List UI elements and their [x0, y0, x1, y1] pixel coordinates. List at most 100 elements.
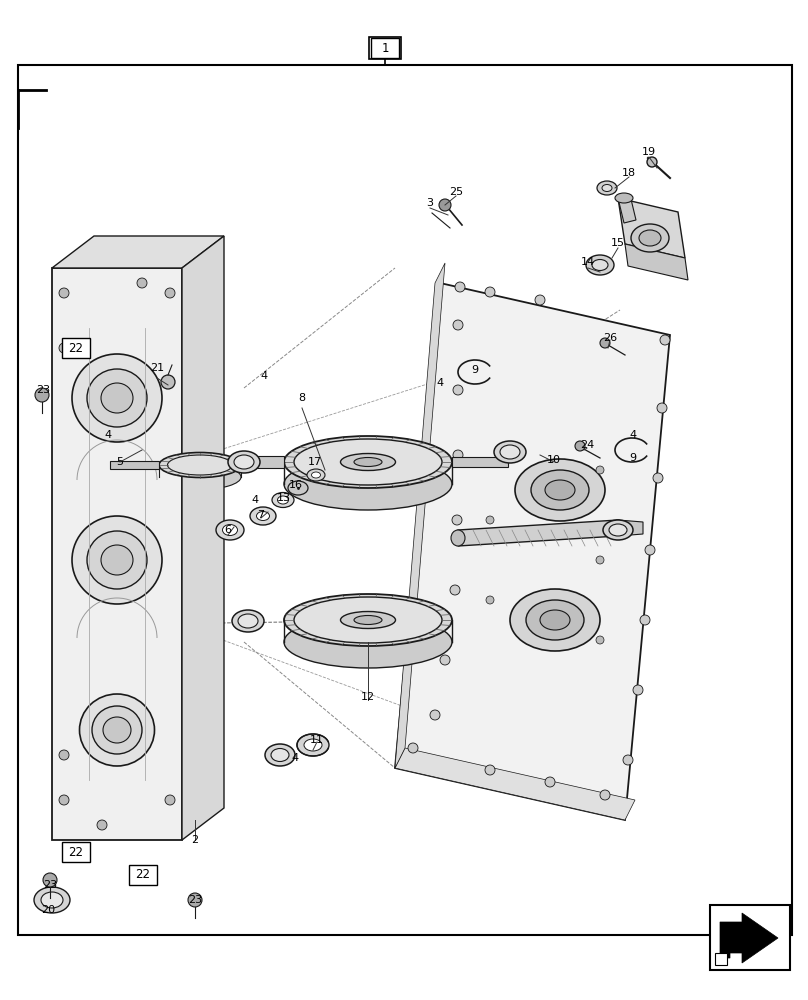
Text: 13: 13	[277, 493, 291, 503]
Circle shape	[645, 545, 655, 555]
Text: 24: 24	[580, 440, 594, 450]
Ellipse shape	[103, 717, 131, 743]
Bar	[369, 37, 401, 59]
Ellipse shape	[526, 600, 584, 640]
Ellipse shape	[307, 469, 325, 481]
Ellipse shape	[304, 739, 322, 751]
Text: 1: 1	[381, 41, 389, 54]
Text: 9: 9	[629, 453, 637, 463]
Ellipse shape	[340, 454, 395, 471]
Ellipse shape	[510, 589, 600, 651]
Ellipse shape	[288, 481, 308, 495]
Ellipse shape	[271, 748, 289, 762]
Circle shape	[35, 388, 49, 402]
Circle shape	[535, 295, 545, 305]
Ellipse shape	[294, 597, 442, 643]
Circle shape	[633, 685, 643, 695]
Ellipse shape	[79, 694, 154, 766]
Circle shape	[59, 343, 69, 353]
Circle shape	[660, 335, 670, 345]
Ellipse shape	[609, 524, 627, 536]
Circle shape	[455, 282, 465, 292]
Text: 20: 20	[41, 905, 55, 915]
Text: 17: 17	[308, 457, 322, 467]
Circle shape	[596, 636, 604, 644]
Text: 21: 21	[150, 363, 164, 373]
Circle shape	[575, 441, 585, 451]
Text: 4: 4	[292, 753, 299, 763]
Ellipse shape	[515, 459, 605, 521]
Ellipse shape	[234, 455, 254, 469]
Polygon shape	[720, 913, 778, 963]
Ellipse shape	[611, 520, 625, 536]
Polygon shape	[52, 236, 224, 268]
Polygon shape	[248, 456, 284, 468]
Ellipse shape	[101, 545, 133, 575]
Circle shape	[165, 288, 175, 298]
Ellipse shape	[597, 181, 617, 195]
Circle shape	[623, 755, 633, 765]
Ellipse shape	[545, 480, 575, 500]
Polygon shape	[395, 748, 635, 820]
Polygon shape	[618, 195, 636, 223]
Bar	[710, 905, 790, 970]
Ellipse shape	[297, 734, 329, 756]
Ellipse shape	[232, 610, 264, 632]
Text: 23: 23	[36, 385, 50, 395]
Text: 4: 4	[104, 430, 112, 440]
Ellipse shape	[222, 524, 238, 536]
Ellipse shape	[159, 464, 241, 489]
Ellipse shape	[294, 439, 442, 485]
Circle shape	[596, 556, 604, 564]
Circle shape	[97, 820, 107, 830]
Ellipse shape	[41, 892, 63, 908]
Ellipse shape	[639, 230, 661, 246]
Text: 8: 8	[298, 393, 305, 403]
Circle shape	[453, 320, 463, 330]
Circle shape	[485, 765, 495, 775]
Ellipse shape	[250, 507, 276, 525]
Circle shape	[600, 338, 610, 348]
Ellipse shape	[284, 458, 452, 510]
Bar	[715, 953, 727, 965]
Circle shape	[137, 278, 147, 288]
Ellipse shape	[87, 531, 147, 589]
Polygon shape	[110, 461, 159, 469]
Circle shape	[59, 795, 69, 805]
Text: 18: 18	[622, 168, 636, 178]
Ellipse shape	[586, 255, 614, 275]
Text: 4: 4	[260, 371, 267, 381]
Circle shape	[408, 743, 418, 753]
Text: 23: 23	[43, 880, 57, 890]
Circle shape	[59, 750, 69, 760]
Ellipse shape	[592, 259, 608, 270]
Ellipse shape	[540, 610, 570, 630]
Circle shape	[657, 403, 667, 413]
Circle shape	[161, 375, 175, 389]
Polygon shape	[395, 283, 670, 820]
Ellipse shape	[615, 193, 633, 203]
Polygon shape	[458, 520, 618, 546]
Ellipse shape	[602, 184, 612, 192]
Text: 4: 4	[629, 430, 637, 440]
Bar	[62, 842, 90, 862]
Ellipse shape	[284, 594, 452, 646]
Text: 26: 26	[603, 333, 617, 343]
Ellipse shape	[238, 614, 258, 628]
Ellipse shape	[216, 520, 244, 540]
Text: 23: 23	[188, 895, 202, 905]
Text: 12: 12	[361, 692, 375, 702]
Ellipse shape	[631, 224, 669, 252]
Ellipse shape	[354, 615, 382, 624]
Polygon shape	[618, 198, 685, 258]
Text: 22: 22	[69, 342, 83, 355]
Circle shape	[453, 385, 463, 395]
Circle shape	[59, 288, 69, 298]
Text: 19: 19	[642, 147, 656, 157]
Polygon shape	[182, 236, 224, 840]
Circle shape	[440, 655, 450, 665]
Circle shape	[439, 199, 451, 211]
Text: 3: 3	[427, 198, 434, 208]
Ellipse shape	[603, 520, 633, 540]
Text: 2: 2	[191, 835, 199, 845]
